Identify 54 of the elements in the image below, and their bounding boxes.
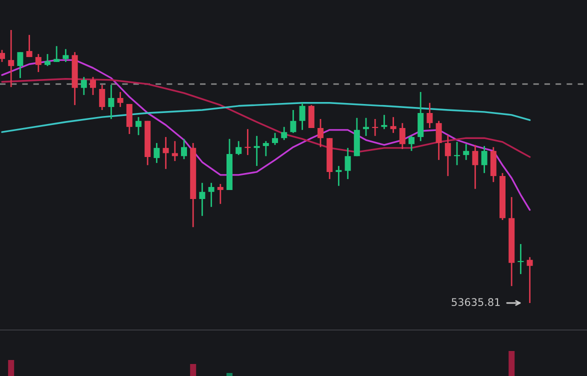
candlestick <box>99 84 106 111</box>
candlestick <box>526 256 533 304</box>
candlestick <box>381 114 388 130</box>
candlestick <box>272 132 278 146</box>
candlestick <box>162 136 169 170</box>
candlestick <box>299 102 306 131</box>
candlestick <box>317 118 324 148</box>
candlestick <box>172 140 178 162</box>
bar <box>226 373 233 376</box>
candlestick <box>62 48 69 63</box>
candlestick <box>199 182 206 217</box>
candlestick <box>108 84 114 120</box>
candlestick <box>17 51 24 79</box>
candlestick <box>472 144 478 190</box>
candlestick <box>408 135 415 152</box>
candlestick <box>362 117 370 137</box>
candlestick <box>236 140 242 156</box>
candlestick <box>135 116 142 136</box>
bar <box>508 351 515 376</box>
candlestick <box>454 141 460 166</box>
candlestick <box>35 53 42 73</box>
candlestick <box>26 34 32 58</box>
candlestick <box>426 102 433 129</box>
candlestick <box>54 45 60 63</box>
candlestick <box>344 147 351 180</box>
candlestick <box>8 29 14 88</box>
candlestick <box>262 140 269 157</box>
candlestick <box>281 126 288 141</box>
candlestick <box>481 145 488 174</box>
candlestick <box>217 183 224 205</box>
candlestick <box>90 76 96 96</box>
candlestick <box>390 116 396 134</box>
candlestick <box>244 128 251 156</box>
candlestick <box>372 118 378 137</box>
candlestick <box>518 243 524 275</box>
candlestick <box>154 142 160 164</box>
candlestick <box>399 122 406 150</box>
candlestick <box>0 49 6 63</box>
bar <box>8 360 14 376</box>
candlestick <box>80 76 87 96</box>
candlestick <box>290 109 296 134</box>
candlestick <box>44 53 51 67</box>
candlestick <box>180 138 188 160</box>
candlestick <box>126 103 132 135</box>
candlestick <box>208 182 214 208</box>
candlestick <box>436 120 442 161</box>
candlestick <box>444 134 451 177</box>
candlestick <box>308 104 314 129</box>
candlestick <box>117 91 124 108</box>
candlestick <box>336 165 342 187</box>
bar <box>190 364 196 376</box>
annotation: 53635.81 <box>452 298 500 306</box>
candlestick <box>254 135 260 167</box>
candlestick <box>463 143 470 161</box>
